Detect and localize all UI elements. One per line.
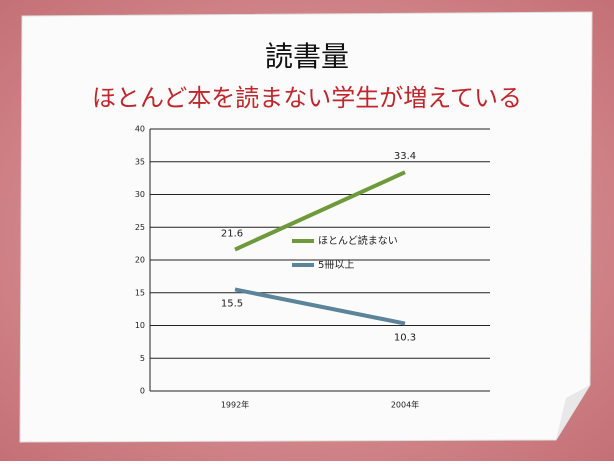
value-label: 15.5 [221, 298, 243, 309]
y-tick-label: 15 [135, 288, 145, 297]
y-tick-label: 0 [140, 387, 145, 396]
legend-label: 5冊以上 [318, 259, 354, 271]
y-tick-label: 30 [135, 190, 145, 199]
legend-label: ほとんど読まない [318, 234, 398, 247]
value-label: 21.6 [221, 229, 243, 240]
y-tick-label: 5 [140, 354, 145, 363]
y-tick-label: 35 [135, 157, 145, 166]
series-line [234, 287, 406, 326]
x-tick-label: 1992年 [221, 400, 249, 410]
value-label: 33.4 [394, 151, 416, 162]
y-tick-label: 25 [135, 223, 145, 232]
value-label: 10.3 [394, 333, 416, 344]
chart-subtitle: ほとんど本を読まない学生が増えている [92, 84, 522, 112]
y-tick-label: 40 [135, 125, 145, 134]
y-tick-label: 10 [135, 321, 145, 330]
x-tick-label: 2004年 [391, 400, 419, 410]
paper-curl [556, 385, 590, 440]
y-tick-label: 20 [135, 256, 145, 265]
chart-title: 読書量 [265, 40, 349, 73]
series-line [234, 170, 406, 252]
